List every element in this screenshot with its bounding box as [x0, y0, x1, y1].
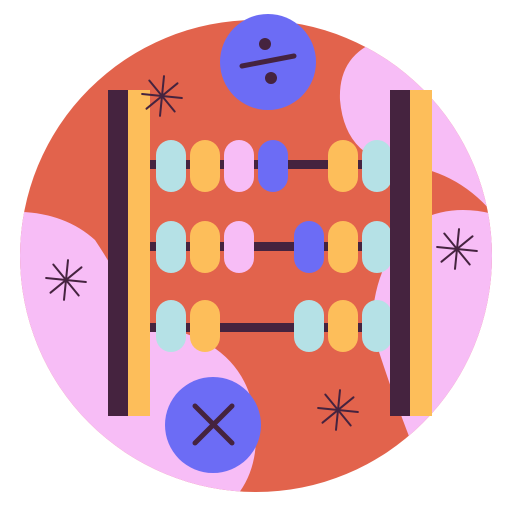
sparkle-right: [436, 228, 478, 270]
frame-right-dark: [390, 90, 412, 416]
sparkle-top-left: [141, 75, 183, 117]
abacus-bead-row1-r0: [328, 140, 358, 192]
rod-bottom: [145, 323, 405, 332]
abacus-bead-row1-l2: [224, 140, 254, 192]
sparkles: [45, 75, 478, 431]
multiply-icon: [192, 403, 235, 446]
abacus-bead-row3-l1: [190, 300, 220, 352]
frame-left-dark: [108, 90, 130, 416]
abacus-bead-row2-r2: [362, 221, 392, 273]
abacus-bead-row3-r1: [328, 300, 358, 352]
abacus-bead-row3-r0: [294, 300, 324, 352]
abacus-frame-right: [390, 90, 432, 416]
abacus-frame-left: [108, 90, 150, 416]
abacus-bead-row2-l2: [224, 221, 254, 273]
abacus-bead-row1-l0: [156, 140, 186, 192]
abacus-bead-row3-l0: [156, 300, 186, 352]
sparkle-bottom: [317, 389, 359, 431]
abacus-bead-row1-l3: [258, 140, 288, 192]
abacus-bead-row1-l1: [190, 140, 220, 192]
frame-left-gold: [128, 90, 150, 416]
multiply-badge: [165, 377, 261, 473]
abacus-beads: [156, 140, 392, 352]
abacus-bead-row2-r1: [328, 221, 358, 273]
abacus-bead-row3-r2: [362, 300, 392, 352]
abacus-bead-row1-r1: [362, 140, 392, 192]
frame-right-gold: [410, 90, 432, 416]
sparkle-left: [45, 259, 87, 301]
divide-badge: [220, 14, 316, 110]
abacus-bead-row2-r0: [294, 221, 324, 273]
abacus-bead-row2-l0: [156, 221, 186, 273]
divide-icon: [239, 38, 297, 84]
rod-middle: [145, 242, 405, 251]
abacus-bead-row2-l1: [190, 221, 220, 273]
